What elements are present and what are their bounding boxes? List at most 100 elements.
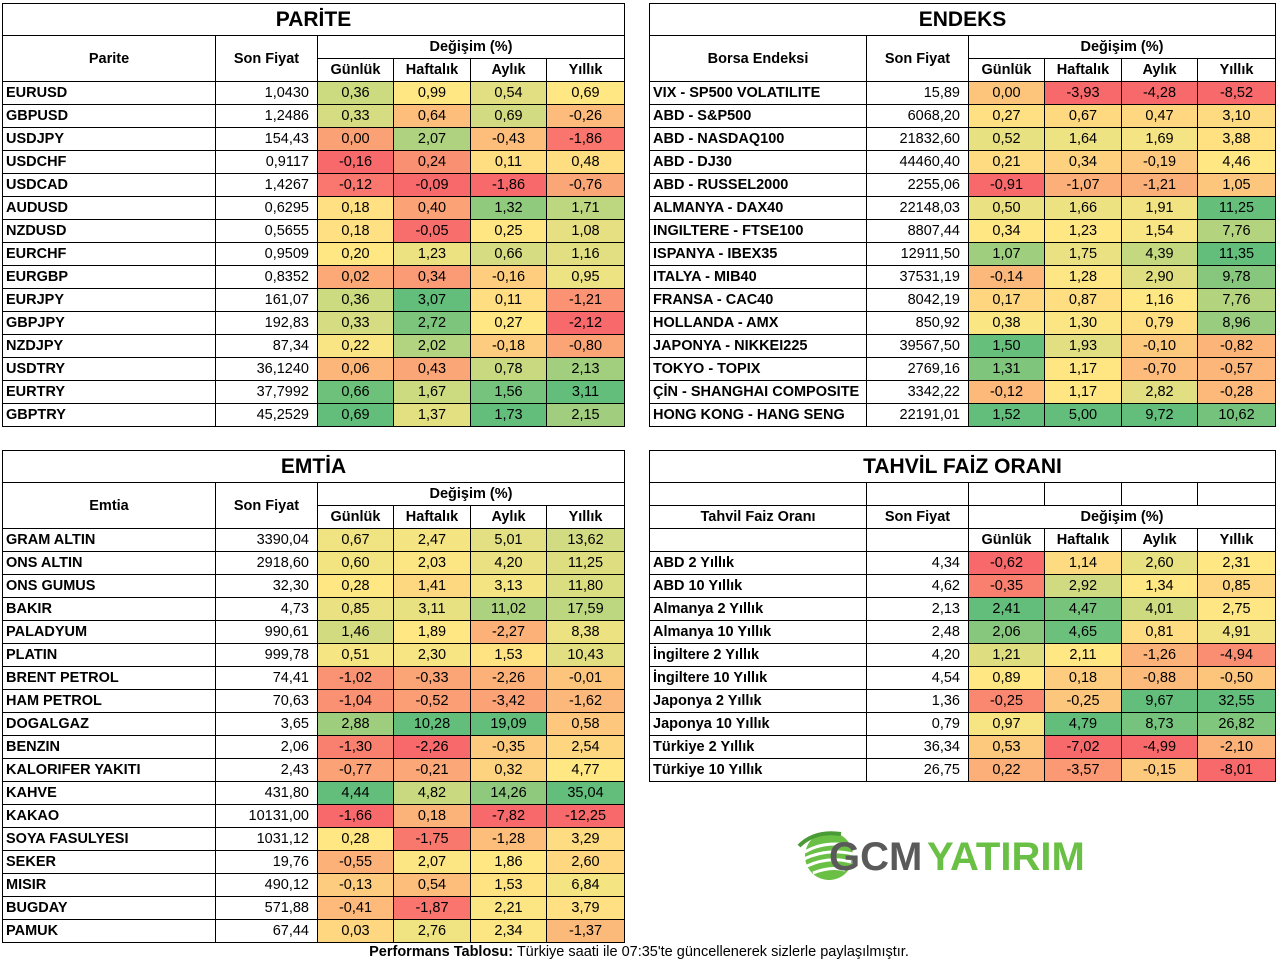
endeks-row-weekly-change: 0,67 xyxy=(1044,104,1122,128)
parite-row: NZDUSD 0,5655 0,18 -0,05 0,25 1,08 xyxy=(2,219,625,243)
emtia-row-daily-change: 4,44 xyxy=(317,781,394,805)
endeks-row-yearly-change: 10,62 xyxy=(1197,403,1276,427)
parite-row-daily-change: -0,12 xyxy=(317,173,394,197)
endeks-row-monthly-change: -4,28 xyxy=(1121,81,1198,105)
emtia-row: BRENT PETROL 74,41 -1,02 -0,33 -2,26 -0,01 xyxy=(2,666,625,690)
parite-row-monthly-change: 0,25 xyxy=(470,219,547,243)
parite-row-daily-change: 0,02 xyxy=(317,265,394,289)
emtia-row-name: SEKER xyxy=(2,850,216,874)
emtia-row-price: 10131,00 xyxy=(215,804,318,828)
parite-row-daily-change: 0,36 xyxy=(317,81,394,105)
tahvil-row-price: 26,75 xyxy=(866,758,969,782)
emtia-row: BENZIN 2,06 -1,30 -2,26 -0,35 2,54 xyxy=(2,735,625,759)
endeks-row-yearly-change: -0,57 xyxy=(1197,357,1276,381)
parite-row: USDTRY 36,1240 0,06 0,43 0,78 2,13 xyxy=(2,357,625,381)
endeks-panel: ENDEKS Borsa Endeksi Son Fiyat Değişim (… xyxy=(649,3,1276,427)
tahvil-empty-cell xyxy=(1121,482,1198,506)
parite-row-name: EURGBP xyxy=(2,265,216,289)
tahvil-row-price: 1,36 xyxy=(866,689,969,713)
parite-col-daily: Günlük xyxy=(317,58,394,82)
parite-row-price: 154,43 xyxy=(215,127,318,151)
endeks-row-weekly-change: 5,00 xyxy=(1044,403,1122,427)
endeks-row-price: 2769,16 xyxy=(866,357,969,381)
emtia-row-monthly-change: 0,32 xyxy=(470,758,547,782)
endeks-row: JAPONYA - NIKKEI225 39567,50 1,50 1,93 -0,10… xyxy=(649,334,1276,358)
emtia-row-weekly-change: -1,87 xyxy=(393,896,471,920)
endeks-col-daily: Günlük xyxy=(968,58,1045,82)
emtia-col-monthly: Aylık xyxy=(470,505,547,529)
parite-row: GBPTRY 45,2529 0,69 1,37 1,73 2,15 xyxy=(2,403,625,427)
endeks-row-daily-change: 1,31 xyxy=(968,357,1045,381)
tahvil-panel: TAHVİL FAİZ ORANI Tahvil Faiz Oranı Son … xyxy=(649,450,1276,782)
endeks-name-header: Borsa Endeksi xyxy=(649,35,867,82)
parite-row-name: GBPJPY xyxy=(2,311,216,335)
emtia-row-price: 70,63 xyxy=(215,689,318,713)
emtia-row-monthly-change: -7,82 xyxy=(470,804,547,828)
emtia-row-daily-change: 1,46 xyxy=(317,620,394,644)
endeks-row-price: 44460,40 xyxy=(866,150,969,174)
emtia-row-price: 431,80 xyxy=(215,781,318,805)
tahvil-row-yearly-change: 2,31 xyxy=(1197,551,1276,575)
parite-name-header: Parite xyxy=(2,35,216,82)
parite-row-price: 0,9117 xyxy=(215,150,318,174)
emtia-row-daily-change: 0,60 xyxy=(317,551,394,575)
parite-row: USDCHF 0,9117 -0,16 0,24 0,11 0,48 xyxy=(2,150,625,174)
emtia-row: MISIR 490,12 -0,13 0,54 1,53 6,84 xyxy=(2,873,625,897)
tahvil-row: Japonya 2 Yıllık 1,36 -0,25 -0,25 9,67 32,55 xyxy=(649,689,1276,713)
emtia-row-monthly-change: 2,34 xyxy=(470,919,547,943)
tahvil-row-weekly-change: 0,18 xyxy=(1044,666,1122,690)
endeks-row-price: 15,89 xyxy=(866,81,969,105)
emtia-row: BUGDAY 571,88 -0,41 -1,87 2,21 3,79 xyxy=(2,896,625,920)
globe-swoosh-icon: GCM YATIRIM xyxy=(797,831,1085,880)
parite-row-monthly-change: 0,69 xyxy=(470,104,547,128)
tahvil-row-weekly-change: 4,47 xyxy=(1044,597,1122,621)
endeks-row-yearly-change: 4,46 xyxy=(1197,150,1276,174)
parite-row-monthly-change: 0,54 xyxy=(470,81,547,105)
parite-row-yearly-change: 1,71 xyxy=(546,196,625,220)
tahvil-row-monthly-change: 1,34 xyxy=(1121,574,1198,598)
tahvil-row-daily-change: -0,35 xyxy=(968,574,1045,598)
emtia-row-price: 490,12 xyxy=(215,873,318,897)
tahvil-row-yearly-change: -2,10 xyxy=(1197,735,1276,759)
parite-row: EURGBP 0,8352 0,02 0,34 -0,16 0,95 xyxy=(2,265,625,289)
parite-title: PARİTE xyxy=(2,3,625,36)
parite-row-yearly-change: -2,12 xyxy=(546,311,625,335)
tahvil-row-yearly-change: -4,94 xyxy=(1197,643,1276,667)
tahvil-row-daily-change: 2,06 xyxy=(968,620,1045,644)
endeks-row-name: HOLLANDA - AMX xyxy=(649,311,867,335)
parite-row: GBPUSD 1,2486 0,33 0,64 0,69 -0,26 xyxy=(2,104,625,128)
parite-row: AUDUSD 0,6295 0,18 0,40 1,32 1,71 xyxy=(2,196,625,220)
parite-row-monthly-change: -1,86 xyxy=(470,173,547,197)
tahvil-row: Türkiye 2 Yıllık 36,34 0,53 -7,02 -4,99 -2,10 xyxy=(649,735,1276,759)
parite-row-monthly-change: -0,18 xyxy=(470,334,547,358)
tahvil-row-name: İngiltere 2 Yıllık xyxy=(649,643,867,667)
emtia-row-name: KAHVE xyxy=(2,781,216,805)
parite-col-weekly: Haftalık xyxy=(393,58,471,82)
emtia-row-yearly-change: 10,43 xyxy=(546,643,625,667)
emtia-row-price: 990,61 xyxy=(215,620,318,644)
tahvil-row-monthly-change: -1,26 xyxy=(1121,643,1198,667)
endeks-row-daily-change: -0,12 xyxy=(968,380,1045,404)
tahvil-change-header: Değişim (%) xyxy=(968,505,1276,529)
parite-row-name: EURJPY xyxy=(2,288,216,312)
parite-row-price: 192,83 xyxy=(215,311,318,335)
endeks-row-daily-change: 0,27 xyxy=(968,104,1045,128)
tahvil-row-name: Japonya 10 Yıllık xyxy=(649,712,867,736)
endeks-row-monthly-change: 0,47 xyxy=(1121,104,1198,128)
tahvil-row-weekly-change: 4,79 xyxy=(1044,712,1122,736)
emtia-row-weekly-change: 2,47 xyxy=(393,528,471,552)
parite-row-name: USDJPY xyxy=(2,127,216,151)
parite-row-yearly-change: -0,80 xyxy=(546,334,625,358)
endeks-row-price: 22148,03 xyxy=(866,196,969,220)
tahvil-row-weekly-change: -0,25 xyxy=(1044,689,1122,713)
parite-row-price: 87,34 xyxy=(215,334,318,358)
endeks-table: ENDEKS Borsa Endeksi Son Fiyat Değişim (… xyxy=(649,3,1276,427)
emtia-row-weekly-change: 2,07 xyxy=(393,850,471,874)
emtia-row-monthly-change: 2,21 xyxy=(470,896,547,920)
endeks-row-yearly-change: -0,82 xyxy=(1197,334,1276,358)
parite-row-price: 1,2486 xyxy=(215,104,318,128)
emtia-row-yearly-change: 8,38 xyxy=(546,620,625,644)
tahvil-row-name: Almanya 2 Yıllık xyxy=(649,597,867,621)
parite-row-weekly-change: 0,24 xyxy=(393,150,471,174)
emtia-row-daily-change: -1,04 xyxy=(317,689,394,713)
